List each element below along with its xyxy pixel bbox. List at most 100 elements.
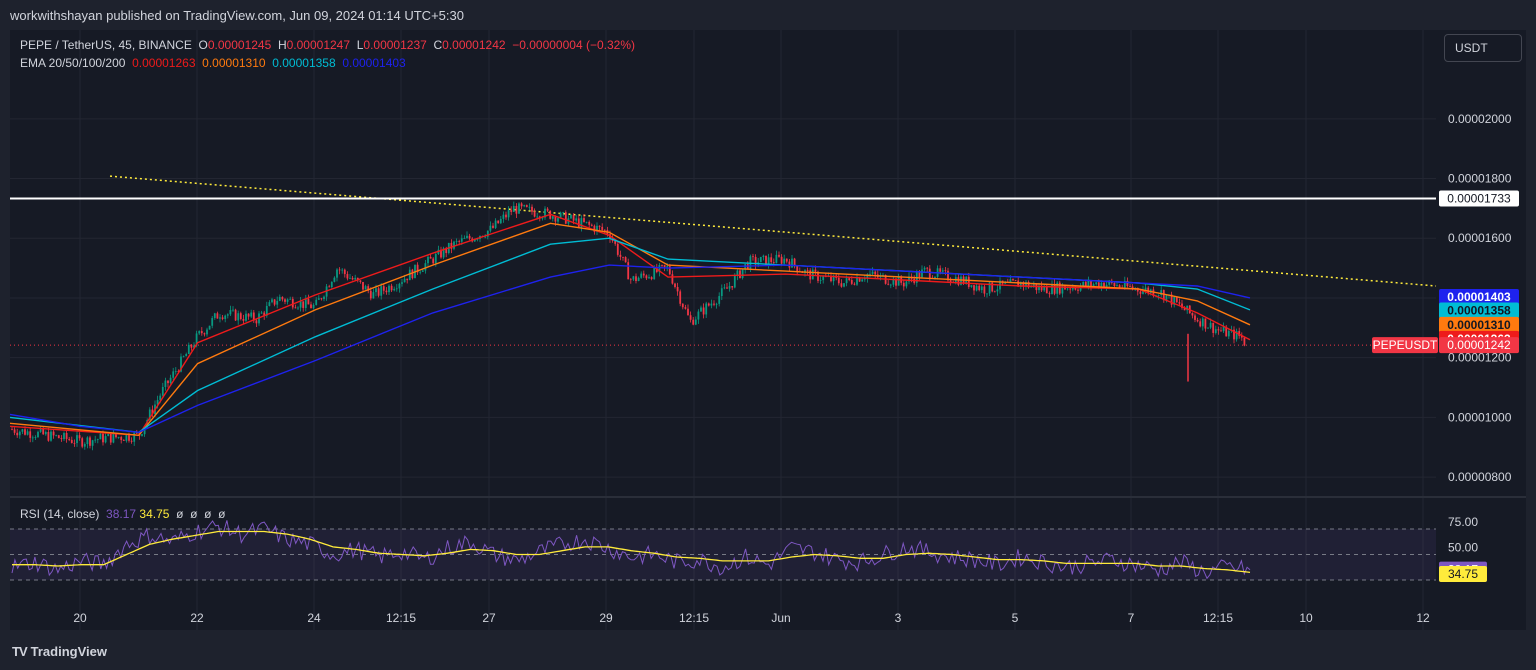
candle-body <box>310 304 312 309</box>
candle-body <box>689 315 692 320</box>
candle-body <box>460 238 463 242</box>
candle-body <box>55 435 58 437</box>
candle-body <box>1040 285 1043 291</box>
open-value: 0.00001245 <box>207 38 272 52</box>
ema-label[interactable]: EMA 20/50/100/200 <box>20 56 126 70</box>
candle-body <box>772 262 775 263</box>
candle-body <box>765 255 767 266</box>
candle-body <box>229 310 232 315</box>
ema200-line <box>9 264 1251 434</box>
candle-body <box>502 214 505 219</box>
candle-body <box>13 429 16 433</box>
candle-body <box>1131 286 1134 289</box>
symbol-legend: PEPE / TetherUS, 45, BINANCE O0.00001245… <box>20 38 635 52</box>
candle-body <box>627 262 630 280</box>
candle-body <box>710 303 713 306</box>
candle-body <box>421 270 424 272</box>
axis-labels: 0.000020000.000018000.000016000.00001400… <box>73 112 1519 625</box>
candle-body <box>494 220 497 228</box>
candle-body <box>1074 287 1077 290</box>
candle-body <box>403 278 406 283</box>
candle-body <box>109 433 112 443</box>
candle-body <box>525 205 528 207</box>
candle-body <box>577 218 580 228</box>
candle-body <box>778 254 780 257</box>
candle-body <box>775 254 778 263</box>
candle-body <box>401 282 403 284</box>
rsi-extra-1: ø <box>176 507 184 521</box>
candle-body <box>1175 297 1178 303</box>
high-value: 0.00001247 <box>286 38 351 52</box>
candle-body <box>252 312 255 321</box>
candle-body <box>583 218 585 222</box>
candle-body <box>104 436 107 443</box>
time-tick-label: 27 <box>482 611 496 625</box>
candle-body <box>39 428 42 432</box>
candle-body <box>505 214 507 218</box>
candle-body <box>1214 329 1217 333</box>
candle-body <box>302 301 305 308</box>
candle-body <box>598 225 601 227</box>
candle-body <box>382 286 385 291</box>
candle-body <box>843 283 845 287</box>
candle-body <box>1051 283 1053 295</box>
candle-body <box>221 317 224 319</box>
candle-body <box>411 269 414 279</box>
candle-body <box>720 288 723 297</box>
candle-body <box>1123 280 1126 288</box>
rsi-label[interactable]: RSI (14, close) <box>20 507 100 521</box>
candle-body <box>975 285 978 291</box>
rsi-ma-line <box>12 530 1251 574</box>
candle-body <box>749 256 752 269</box>
candle-body <box>29 431 32 438</box>
candle-body <box>762 255 765 257</box>
candle-body <box>26 431 29 435</box>
candle-body <box>1077 289 1079 291</box>
candle-body <box>572 214 575 221</box>
candle-body <box>515 205 518 214</box>
candle-body <box>588 221 591 225</box>
candle-body <box>960 276 962 285</box>
candle-body <box>206 329 208 335</box>
candle-body <box>484 236 487 238</box>
candle-body <box>947 270 949 281</box>
price-label-box <box>1439 289 1519 306</box>
candle-body <box>642 273 645 276</box>
candle-body <box>281 296 284 300</box>
candle-body <box>159 395 162 401</box>
candle-body <box>692 319 695 325</box>
candle-body <box>102 433 104 443</box>
price-label-text: 0.00001242 <box>1447 338 1511 352</box>
candle-body <box>874 271 877 275</box>
candle-body <box>320 298 323 300</box>
tradingview-logo[interactable]: TV TradingView <box>12 644 107 659</box>
candle-body <box>440 249 442 258</box>
chart-frame[interactable] <box>10 30 1526 630</box>
candle-body <box>1087 280 1090 286</box>
candle-body <box>518 203 520 214</box>
price-label-box <box>1439 316 1519 333</box>
currency-button[interactable]: USDT <box>1444 34 1522 62</box>
rsi-tick-label: 50.00 <box>1448 541 1478 555</box>
candle-body <box>1183 307 1186 311</box>
candle-body <box>135 432 138 434</box>
time-tick-label: 24 <box>307 611 321 625</box>
candle-body <box>1227 331 1230 337</box>
candle-body <box>796 265 799 272</box>
candle-body <box>1162 290 1165 301</box>
candle-body <box>536 216 539 218</box>
rsi-legend: RSI (14, close) 38.17 34.75 ø ø ø ø <box>20 507 226 521</box>
candle-body <box>882 274 884 276</box>
candle-body <box>1204 318 1207 329</box>
symbol-name[interactable]: PEPE / TetherUS, 45, BINANCE <box>20 38 192 52</box>
publisher-text: workwithshayan published on TradingView.… <box>10 8 464 23</box>
candle-body <box>653 267 656 280</box>
candle-body <box>21 429 24 432</box>
candle-body <box>213 313 216 319</box>
time-tick-label: 12:15 <box>1203 611 1233 625</box>
candle-body <box>44 431 47 435</box>
candle-body <box>1038 285 1040 291</box>
candle-body <box>780 256 783 264</box>
candle-body <box>897 276 900 286</box>
